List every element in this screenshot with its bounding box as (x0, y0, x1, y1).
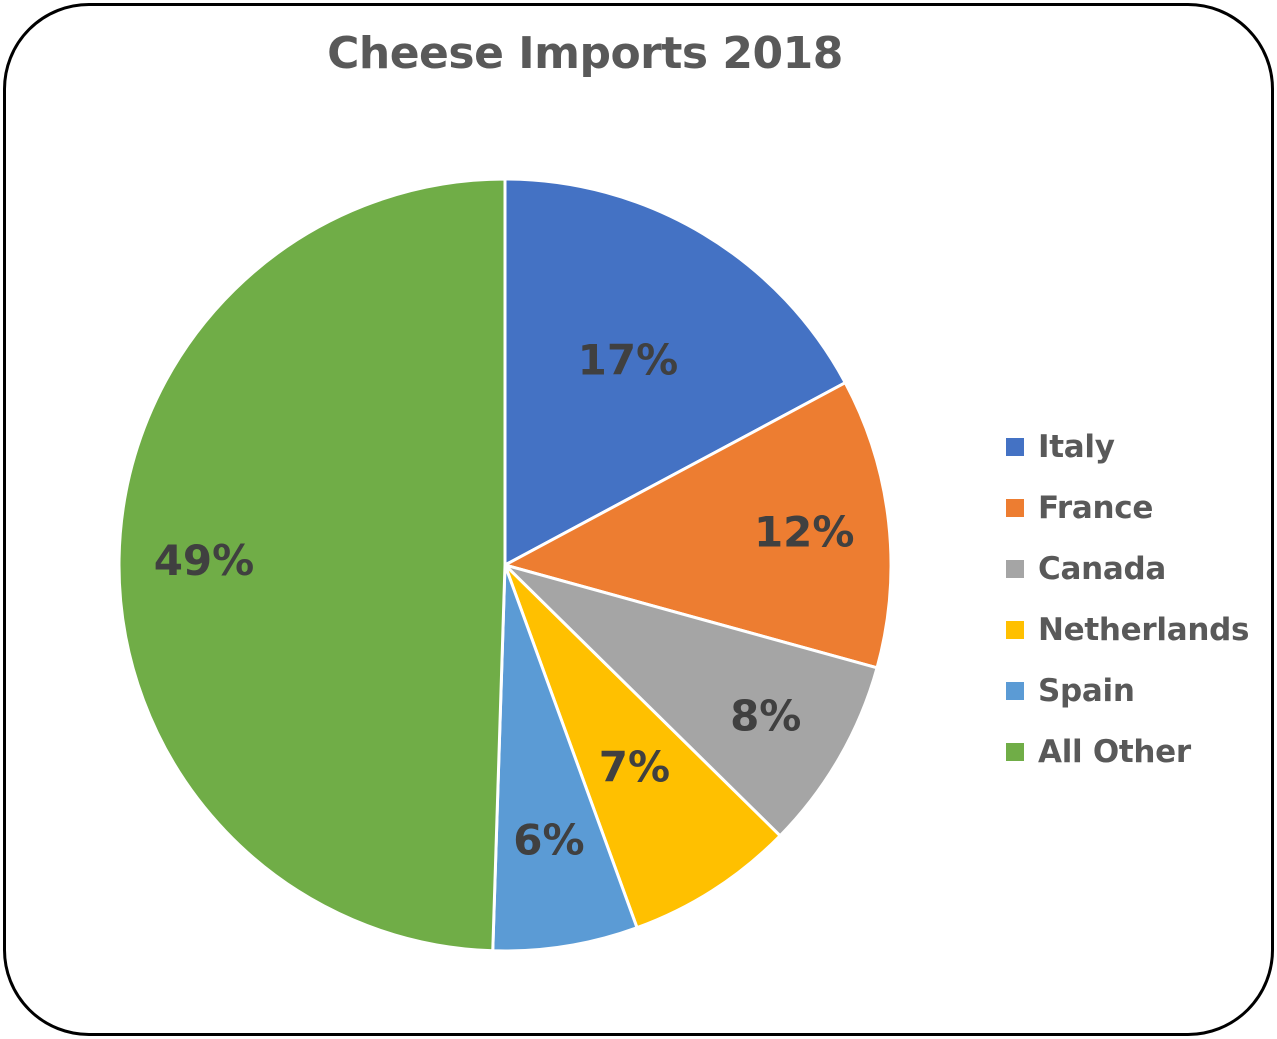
legend-label: France (1038, 489, 1154, 526)
legend-label: Spain (1038, 672, 1135, 709)
pie-slice-all-other[interactable] (117, 177, 507, 953)
legend-swatch-icon (1006, 681, 1024, 700)
legend-item-spain[interactable]: Spain (1006, 660, 1249, 721)
chart-title: Cheese Imports 2018 (327, 28, 843, 79)
legend-swatch-icon (1006, 498, 1024, 517)
pie-slice-netherlands[interactable] (503, 563, 782, 930)
data-label-france: 12% (754, 508, 855, 557)
legend-swatch-icon (1006, 742, 1024, 761)
pie-slice-spain[interactable] (491, 563, 639, 953)
legend-item-all-other[interactable]: All Other (1006, 721, 1249, 782)
legend-item-italy[interactable]: Italy (1006, 416, 1249, 477)
legend: Italy France Canada Netherlands Spain Al… (1006, 416, 1249, 782)
data-label-all-other: 49% (154, 536, 255, 585)
legend-item-canada[interactable]: Canada (1006, 538, 1249, 599)
legend-item-netherlands[interactable]: Netherlands (1006, 599, 1249, 660)
data-label-spain: 6% (513, 815, 584, 864)
data-label-canada: 8% (730, 692, 801, 741)
legend-label: Italy (1038, 428, 1115, 465)
legend-label: Netherlands (1038, 611, 1250, 648)
legend-item-france[interactable]: France (1006, 477, 1249, 538)
legend-label: All Other (1038, 733, 1191, 770)
pie-data-labels: 17% 12% 8% 7% 6% 49% (154, 336, 855, 865)
data-label-italy: 17% (578, 336, 679, 385)
pie-slice-france[interactable] (503, 381, 893, 670)
legend-swatch-icon (1006, 620, 1024, 639)
data-label-netherlands: 7% (599, 742, 670, 791)
legend-swatch-icon (1006, 437, 1024, 456)
pie-slice-canada[interactable] (503, 563, 879, 838)
legend-swatch-icon (1006, 559, 1024, 578)
pie-slice-italy[interactable] (503, 177, 847, 567)
legend-label: Canada (1038, 550, 1166, 587)
pie-slices (117, 177, 893, 953)
